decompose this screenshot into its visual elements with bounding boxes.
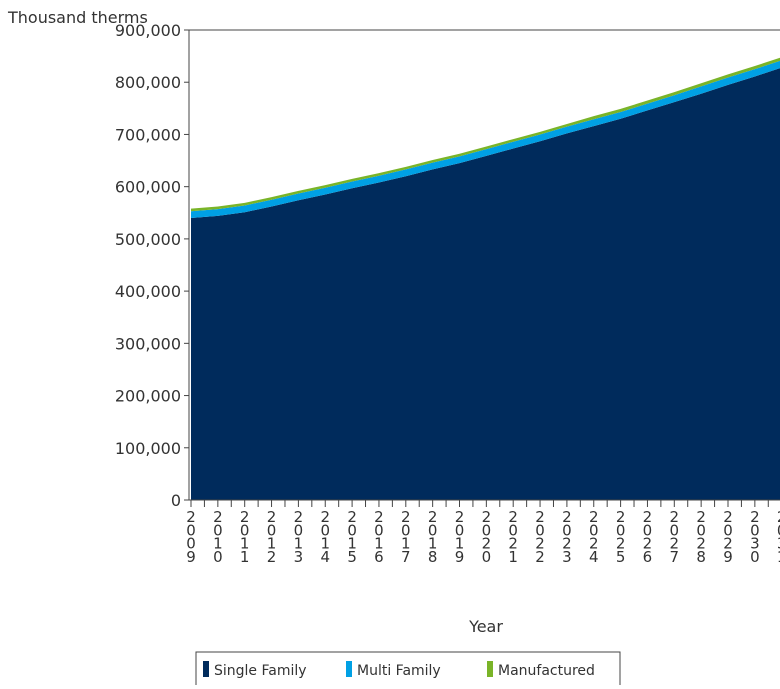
- y-tick-label: 0: [171, 491, 181, 510]
- y-tick-label: 700,000: [115, 125, 181, 144]
- legend-label: Single Family: [214, 663, 307, 679]
- legend-swatch: [487, 661, 493, 677]
- legend-swatch: [346, 661, 352, 677]
- y-tick-label: 900,000: [115, 21, 181, 40]
- y-tick-label: 600,000: [115, 178, 181, 197]
- y-tick-label: 100,000: [115, 439, 181, 458]
- area-series-group: [191, 57, 780, 500]
- y-tick-label: 200,000: [115, 387, 181, 406]
- y-tick-label: 500,000: [115, 230, 181, 249]
- y-tick-label: 300,000: [115, 334, 181, 353]
- area-single-family: [191, 68, 780, 500]
- x-axis-label: Year: [468, 617, 503, 636]
- legend-label: Multi Family: [357, 663, 441, 679]
- legend-label: Manufactured: [498, 663, 595, 679]
- legend-swatch: [203, 661, 209, 677]
- legend: Single Family Multi Family Manufactured: [196, 652, 620, 685]
- y-tick-label: 800,000: [115, 73, 181, 92]
- y-tick-label: 400,000: [115, 282, 181, 301]
